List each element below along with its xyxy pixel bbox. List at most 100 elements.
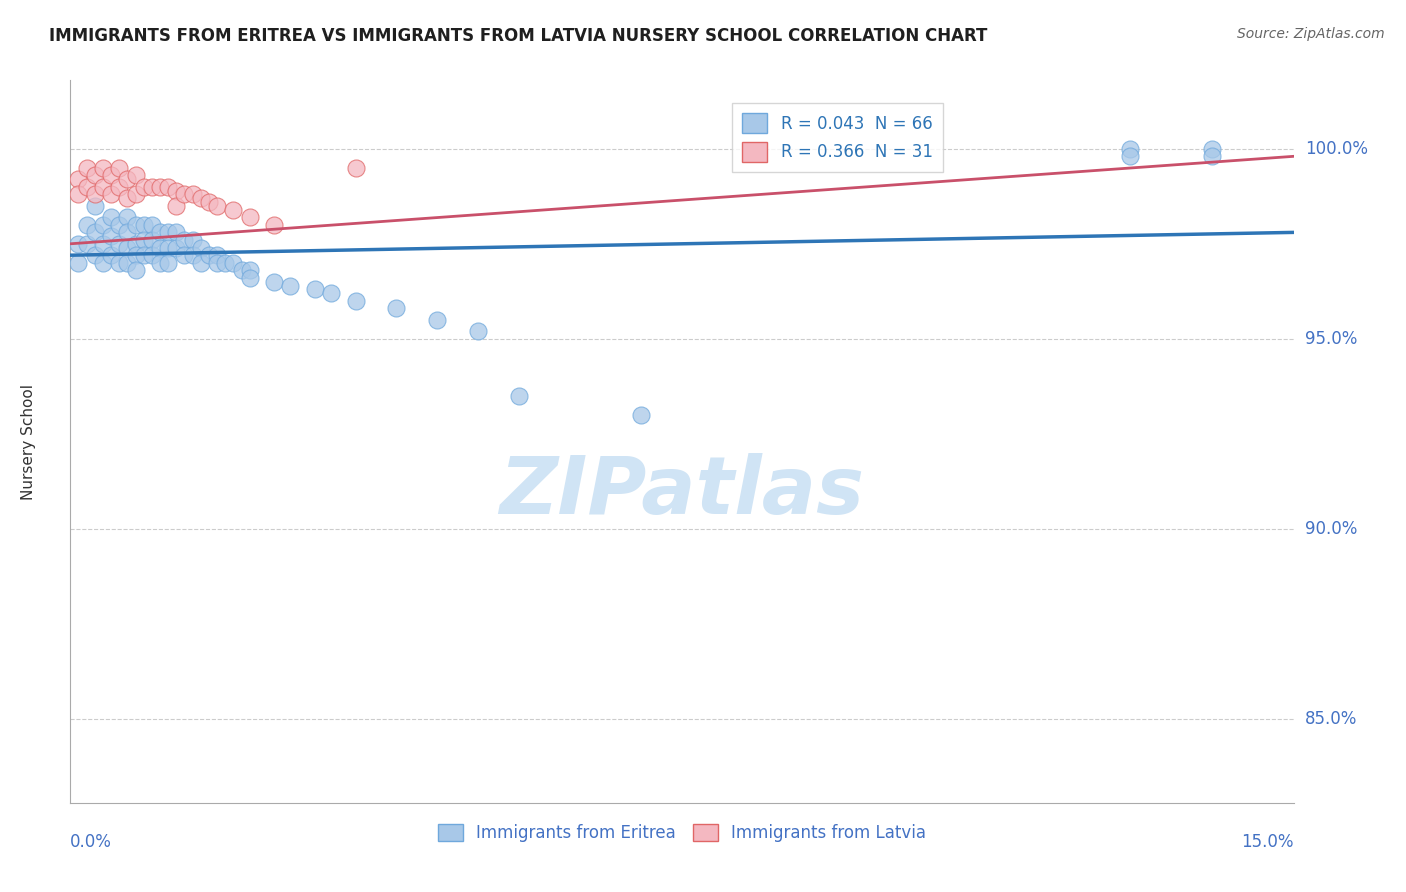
Point bbox=[1201, 149, 1223, 163]
Point bbox=[222, 256, 245, 270]
Point bbox=[205, 199, 228, 213]
Point bbox=[100, 248, 122, 262]
Point bbox=[108, 236, 131, 251]
Point bbox=[181, 187, 204, 202]
Point bbox=[91, 179, 114, 194]
Point bbox=[190, 241, 212, 255]
Point bbox=[181, 233, 204, 247]
Point bbox=[117, 172, 139, 186]
Point bbox=[100, 210, 122, 224]
Point bbox=[132, 233, 155, 247]
Point bbox=[76, 161, 98, 175]
Point bbox=[132, 248, 155, 262]
Point bbox=[67, 187, 90, 202]
Point bbox=[100, 229, 122, 244]
Point bbox=[157, 179, 180, 194]
Point bbox=[181, 248, 204, 262]
Text: 85.0%: 85.0% bbox=[1305, 710, 1357, 728]
Point bbox=[141, 179, 163, 194]
Point bbox=[124, 169, 146, 183]
Point bbox=[141, 233, 163, 247]
Point bbox=[630, 408, 652, 422]
Point bbox=[239, 210, 262, 224]
Point bbox=[117, 191, 139, 205]
Point bbox=[173, 187, 195, 202]
Point bbox=[157, 226, 180, 240]
Point bbox=[67, 172, 90, 186]
Point bbox=[190, 256, 212, 270]
Point bbox=[117, 226, 139, 240]
Point bbox=[132, 218, 155, 232]
Point bbox=[124, 263, 146, 277]
Text: ZIPatlas: ZIPatlas bbox=[499, 453, 865, 531]
Point bbox=[100, 187, 122, 202]
Point bbox=[165, 199, 187, 213]
Text: 90.0%: 90.0% bbox=[1305, 520, 1357, 538]
Point bbox=[1201, 142, 1223, 156]
Point bbox=[149, 179, 172, 194]
Point bbox=[205, 256, 228, 270]
Point bbox=[263, 218, 285, 232]
Point bbox=[117, 241, 139, 255]
Point bbox=[222, 202, 245, 217]
Point bbox=[467, 324, 489, 338]
Point bbox=[173, 248, 195, 262]
Point bbox=[76, 218, 98, 232]
Point bbox=[132, 179, 155, 194]
Point bbox=[508, 389, 530, 403]
Point bbox=[124, 248, 146, 262]
Point bbox=[157, 241, 180, 255]
Point bbox=[304, 282, 326, 296]
Point bbox=[173, 233, 195, 247]
Point bbox=[344, 293, 367, 308]
Point bbox=[117, 256, 139, 270]
Point bbox=[1119, 149, 1142, 163]
Text: 0.0%: 0.0% bbox=[70, 833, 112, 851]
Point bbox=[108, 218, 131, 232]
Point bbox=[83, 199, 105, 213]
Text: 15.0%: 15.0% bbox=[1241, 833, 1294, 851]
Point bbox=[91, 236, 114, 251]
Point bbox=[83, 248, 105, 262]
Point bbox=[231, 263, 253, 277]
Point bbox=[124, 218, 146, 232]
Point bbox=[157, 256, 180, 270]
Point bbox=[190, 191, 212, 205]
Text: IMMIGRANTS FROM ERITREA VS IMMIGRANTS FROM LATVIA NURSERY SCHOOL CORRELATION CHA: IMMIGRANTS FROM ERITREA VS IMMIGRANTS FR… bbox=[49, 27, 987, 45]
Point bbox=[91, 161, 114, 175]
Point bbox=[239, 271, 262, 285]
Point bbox=[149, 256, 172, 270]
Point bbox=[280, 278, 302, 293]
Point bbox=[83, 169, 105, 183]
Point bbox=[198, 194, 221, 209]
Text: Source: ZipAtlas.com: Source: ZipAtlas.com bbox=[1237, 27, 1385, 41]
Point bbox=[67, 236, 90, 251]
Point bbox=[124, 236, 146, 251]
Point bbox=[165, 184, 187, 198]
Point bbox=[1119, 142, 1142, 156]
Text: 95.0%: 95.0% bbox=[1305, 330, 1357, 348]
Point bbox=[426, 313, 449, 327]
Point bbox=[91, 256, 114, 270]
Point bbox=[214, 256, 236, 270]
Point bbox=[205, 248, 228, 262]
Point bbox=[141, 248, 163, 262]
Point bbox=[149, 241, 172, 255]
Point bbox=[165, 226, 187, 240]
Text: Nursery School: Nursery School bbox=[21, 384, 37, 500]
Point bbox=[141, 218, 163, 232]
Point bbox=[83, 187, 105, 202]
Text: 100.0%: 100.0% bbox=[1305, 140, 1368, 158]
Point bbox=[108, 161, 131, 175]
Point bbox=[100, 169, 122, 183]
Point bbox=[76, 236, 98, 251]
Point bbox=[83, 226, 105, 240]
Point bbox=[263, 275, 285, 289]
Point bbox=[108, 179, 131, 194]
Point bbox=[117, 210, 139, 224]
Point bbox=[67, 256, 90, 270]
Point bbox=[149, 226, 172, 240]
Point bbox=[124, 187, 146, 202]
Point bbox=[344, 161, 367, 175]
Point bbox=[91, 218, 114, 232]
